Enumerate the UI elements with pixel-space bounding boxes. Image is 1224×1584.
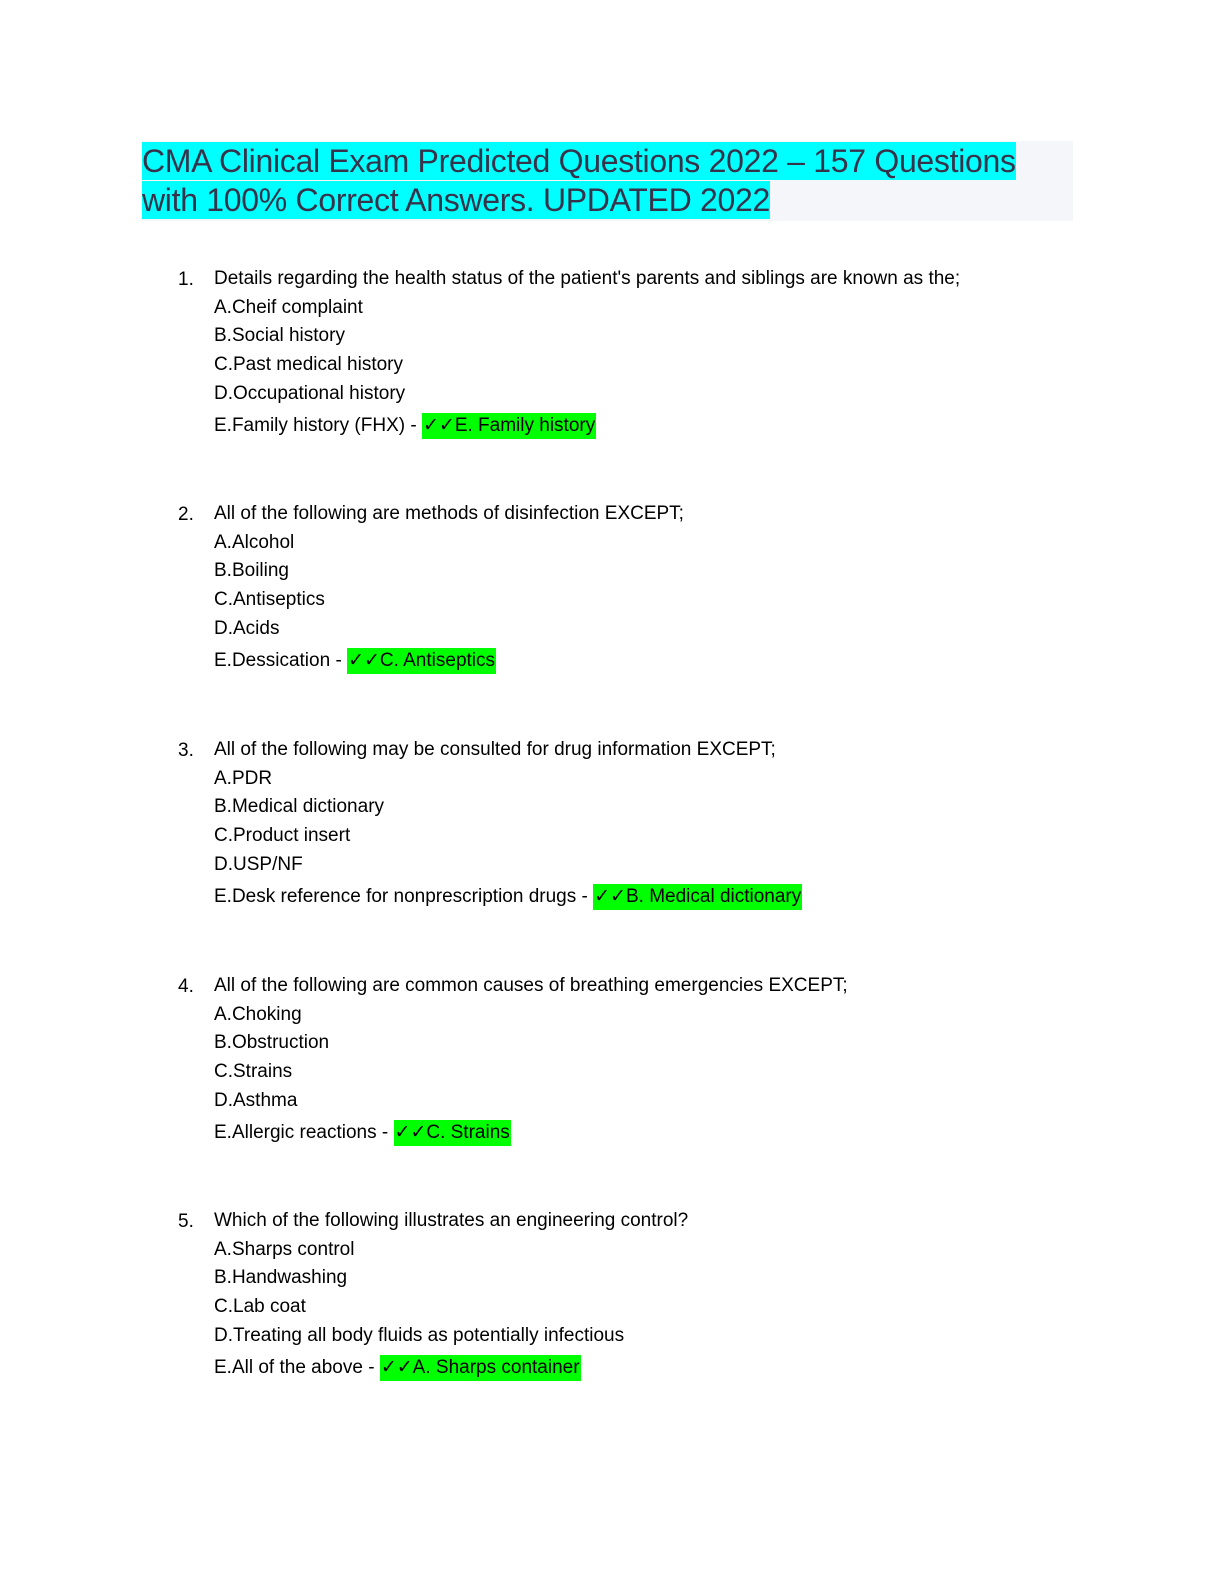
answer-option: C.Product insert bbox=[214, 825, 351, 847]
answer-option: E.Desk reference for nonprescription dru… bbox=[214, 885, 588, 907]
check-icon: ✓✓ bbox=[422, 414, 455, 436]
check-icon: ✓✓ bbox=[380, 1356, 413, 1378]
question-text: Which of the following illustrates an en… bbox=[214, 1210, 689, 1231]
question-text: All of the following are methods of disi… bbox=[214, 503, 684, 524]
answer-option-last: E.Allergic reactions - ✓✓C. Strains bbox=[214, 1118, 848, 1147]
document-title-line-2: with 100% Correct Answers. UPDATED 2022 bbox=[142, 181, 770, 219]
answer-option: E.Allergic reactions - bbox=[214, 1121, 389, 1143]
answer-option: B.Boiling bbox=[214, 560, 289, 582]
answer-option: D.Acids bbox=[214, 617, 280, 639]
correct-answer-highlight: ✓✓C. Antiseptics bbox=[347, 647, 497, 674]
answer-option: C.Past medical history bbox=[214, 354, 404, 376]
answer-option: A.Sharps control bbox=[214, 1238, 355, 1260]
answer-option: C.Lab coat bbox=[214, 1296, 306, 1318]
answer-option: A.PDR bbox=[214, 767, 273, 789]
answer-option: E.All of the above - bbox=[214, 1356, 375, 1378]
answer-option: D.Asthma bbox=[214, 1089, 298, 1111]
question-text: Details regarding the health status of t… bbox=[214, 268, 961, 289]
question-text: All of the following are common causes o… bbox=[214, 975, 848, 996]
answer-option: C.Strains bbox=[214, 1061, 293, 1083]
check-icon: ✓✓ bbox=[348, 649, 380, 671]
correct-answer: A. Sharps container bbox=[412, 1356, 580, 1378]
answer-option-last: E.All of the above - ✓✓A. Sharps contain… bbox=[214, 1353, 688, 1382]
answer-option: B.Medical dictionary bbox=[214, 796, 385, 818]
answer-option: D.Treating all body fluids as potentiall… bbox=[214, 1324, 625, 1346]
answer-option: D.Occupational history bbox=[214, 382, 406, 404]
question-text: All of the following may be consulted fo… bbox=[214, 739, 776, 760]
question-number: 3. bbox=[178, 740, 194, 761]
correct-answer-highlight: ✓✓A. Sharps container bbox=[379, 1354, 581, 1381]
answer-option: D.USP/NF bbox=[214, 853, 303, 875]
answer-option-last: E.Desk reference for nonprescription dru… bbox=[214, 882, 803, 911]
check-icon: ✓✓ bbox=[594, 885, 626, 907]
correct-answer-highlight: ✓✓E. Family history bbox=[421, 412, 597, 439]
answer-option: B.Handwashing bbox=[214, 1267, 348, 1289]
answer-option: E.Dessication - bbox=[214, 649, 342, 671]
correct-answer-highlight: ✓✓B. Medical dictionary bbox=[593, 883, 803, 910]
answer-option: A.Cheif complaint bbox=[214, 296, 363, 318]
correct-answer-highlight: ✓✓C. Strains bbox=[393, 1119, 511, 1146]
correct-answer: C. Strains bbox=[426, 1121, 510, 1143]
document-title-line-1: CMA Clinical Exam Predicted Questions 20… bbox=[142, 142, 1016, 180]
answer-option: A.Choking bbox=[214, 1003, 302, 1025]
answer-option: A.Alcohol bbox=[214, 531, 295, 553]
answer-option: C.Antiseptics bbox=[214, 589, 325, 611]
question-number: 5. bbox=[178, 1211, 194, 1232]
answer-option-last: E.Family history (FHX) - ✓✓E. Family his… bbox=[214, 411, 960, 440]
answer-option: E.Family history (FHX) - bbox=[214, 414, 417, 436]
question-number: 1. bbox=[178, 269, 194, 290]
correct-answer: B. Medical dictionary bbox=[625, 885, 802, 907]
question-number: 4. bbox=[178, 976, 194, 997]
answer-option: B.Social history bbox=[214, 325, 345, 347]
question-number: 2. bbox=[178, 504, 194, 525]
correct-answer: E. Family history bbox=[454, 414, 596, 436]
answer-option: B.Obstruction bbox=[214, 1032, 330, 1054]
answer-option-last: E.Dessication - ✓✓C. Antiseptics bbox=[214, 646, 684, 675]
correct-answer: C. Antiseptics bbox=[379, 649, 496, 671]
check-icon: ✓✓ bbox=[394, 1121, 427, 1143]
